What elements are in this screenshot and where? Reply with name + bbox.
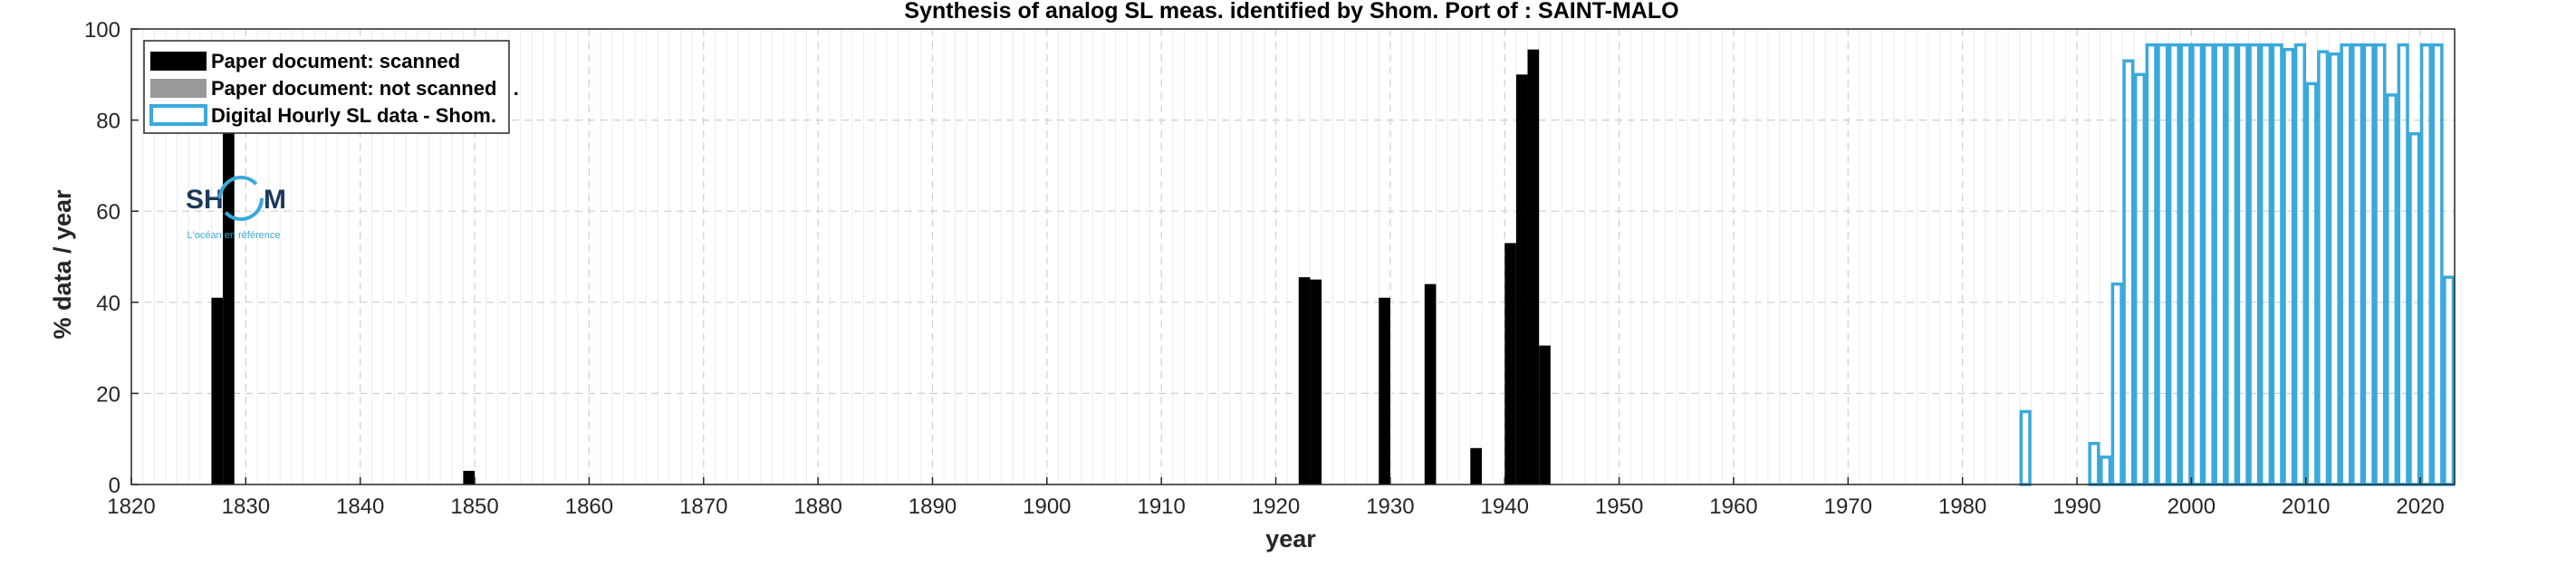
ticks: 1820 1830 1840 1850 1860 1870 1880 1890 1900 1910… (84, 18, 2445, 519)
bar-scanned (1527, 49, 1540, 484)
legend-label-not-scanned: Paper document: not scanned . (211, 77, 519, 100)
x-tick-label: 1970 (1824, 494, 1872, 519)
bar-scanned (1539, 345, 1551, 484)
x-tick-label: 1930 (1366, 494, 1414, 519)
bar-scanned (1298, 277, 1311, 484)
legend: Paper document: scanned Paper document: … (143, 40, 519, 134)
legend-swatch-digital (149, 104, 207, 126)
x-tick-label: 1860 (565, 494, 613, 519)
x-tick-label: 1880 (793, 494, 841, 519)
y-tick-label: 100 (84, 18, 120, 43)
y-axis-label: % data / year (49, 189, 76, 340)
x-tick-label: 1950 (1595, 494, 1643, 519)
x-tick-label: 1870 (679, 494, 727, 519)
y-tick-label: 40 (96, 292, 120, 316)
legend-swatch-not-scanned (150, 79, 207, 98)
logo-ring-icon (218, 176, 264, 221)
logo-text-right: M (264, 185, 286, 215)
x-tick-label: 1920 (1252, 494, 1300, 519)
bars (211, 43, 2456, 486)
x-tick-label: 1900 (1023, 494, 1071, 519)
x-tick-label: 2000 (2167, 494, 2216, 519)
x-tick-label: 1850 (450, 494, 498, 519)
bar-scanned (1424, 283, 1437, 484)
shom-logo: SH M L'océan en référence (186, 176, 286, 241)
x-tick-label: 1890 (908, 494, 956, 519)
legend-label-digital: Digital Hourly SL data - Shom. (211, 104, 496, 127)
x-tick-label: 1960 (1709, 494, 1757, 519)
y-tick-label: 80 (96, 110, 120, 134)
x-tick-label: 1940 (1481, 494, 1529, 519)
bar-scanned (463, 470, 476, 484)
chart-title: Synthesis of analog SL meas. identified … (904, 0, 1678, 24)
y-tick-label: 0 (109, 474, 120, 498)
logo-tagline: L'océan en référence (187, 230, 280, 241)
y-tick-label: 20 (96, 382, 120, 407)
plot-area-frame (130, 28, 2456, 485)
bar-scanned (1470, 447, 1482, 484)
bar-scanned (211, 297, 224, 484)
bar-scanned (1504, 243, 1516, 484)
legend-label-scanned: Paper document: scanned (211, 50, 460, 72)
x-tick-label: 1840 (336, 494, 384, 519)
x-tick-label: 1830 (222, 494, 270, 519)
logo-text-left: SH (186, 185, 224, 215)
legend-swatch-scanned (150, 52, 207, 71)
x-tick-label: 1910 (1137, 494, 1185, 519)
bar-scanned (1310, 279, 1322, 484)
bar-scanned (1379, 297, 1390, 484)
x-tick-label: 1820 (107, 494, 155, 519)
x-tick-label: 1990 (2052, 494, 2100, 519)
x-tick-label: 2010 (2282, 494, 2330, 519)
y-tick-label: 60 (96, 200, 120, 225)
x-axis-label: year (1265, 525, 1316, 552)
x-tick-label: 2020 (2396, 494, 2444, 519)
bar-scanned (1515, 74, 1528, 485)
x-tick-label: 1980 (1938, 494, 1986, 519)
